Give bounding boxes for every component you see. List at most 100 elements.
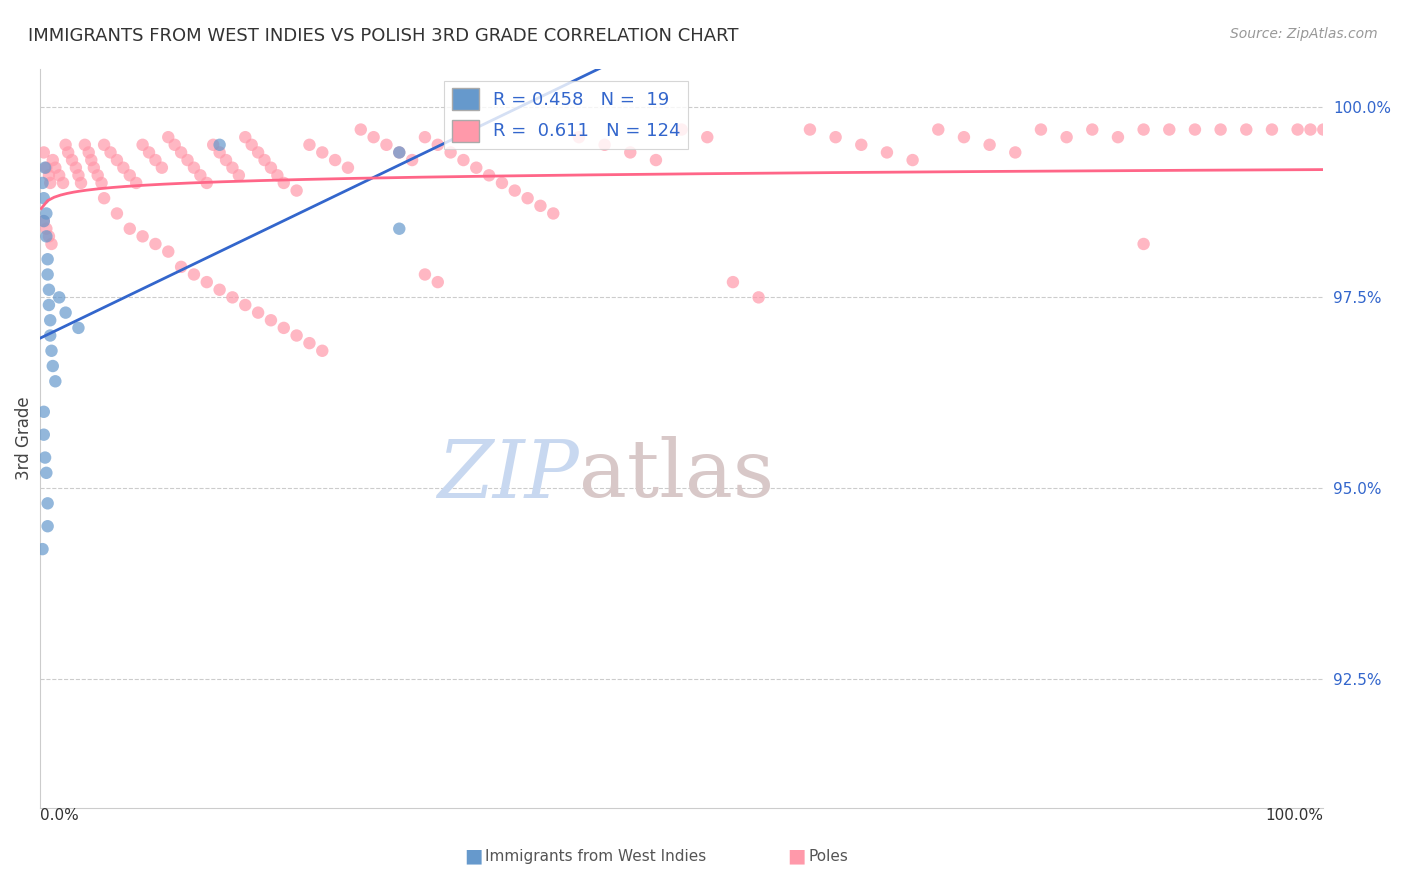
- Point: [70, 176, 93, 190]
- Point: [298, 137, 321, 152]
- Point: [208, 145, 231, 160]
- Point: [38, 169, 60, 183]
- Point: [413, 130, 436, 145]
- Point: [37, 496, 59, 510]
- Point: [413, 268, 436, 282]
- Point: [157, 244, 180, 259]
- Point: [73, 137, 96, 152]
- Point: [1299, 122, 1322, 136]
- Point: [32, 214, 55, 228]
- Point: [86, 169, 108, 183]
- Point: [60, 153, 83, 167]
- Point: [163, 137, 186, 152]
- Point: [1184, 122, 1206, 136]
- Point: [31, 542, 53, 557]
- Point: [979, 137, 1001, 152]
- Point: [215, 153, 238, 167]
- Point: [195, 176, 218, 190]
- Text: 0.0%: 0.0%: [39, 808, 79, 823]
- Point: [253, 153, 276, 167]
- Point: [516, 191, 538, 205]
- Point: [233, 130, 256, 145]
- Point: [38, 298, 60, 312]
- Point: [32, 405, 55, 419]
- Point: [1107, 130, 1129, 145]
- Point: [38, 229, 60, 244]
- Point: [65, 161, 87, 175]
- Point: [190, 169, 212, 183]
- Point: [83, 161, 105, 175]
- Point: [39, 313, 62, 327]
- Point: [388, 221, 411, 235]
- Point: [93, 137, 115, 152]
- Point: [35, 229, 58, 244]
- Point: [131, 229, 153, 244]
- Point: [31, 176, 53, 190]
- Point: [37, 268, 59, 282]
- Point: [170, 260, 193, 274]
- Point: [285, 328, 308, 343]
- Point: [112, 161, 135, 175]
- Point: [543, 206, 565, 220]
- Point: [491, 176, 513, 190]
- Point: [1004, 145, 1026, 160]
- Point: [1286, 122, 1309, 136]
- Text: ■: ■: [464, 847, 482, 866]
- Point: [221, 290, 243, 304]
- Point: [32, 191, 55, 205]
- Point: [247, 305, 270, 319]
- Point: [619, 145, 641, 160]
- Point: [323, 153, 346, 167]
- Point: [350, 122, 373, 136]
- Point: [851, 137, 873, 152]
- Point: [157, 130, 180, 145]
- Point: [375, 137, 398, 152]
- Point: [100, 145, 122, 160]
- Point: [593, 137, 616, 152]
- Point: [176, 153, 198, 167]
- Point: [32, 145, 55, 160]
- Point: [105, 153, 128, 167]
- Point: [465, 161, 488, 175]
- Point: [285, 184, 308, 198]
- Point: [93, 191, 115, 205]
- Point: [1159, 122, 1181, 136]
- Point: [37, 519, 59, 533]
- Point: [150, 161, 173, 175]
- Point: [221, 161, 243, 175]
- Point: [125, 176, 148, 190]
- Point: [927, 122, 949, 136]
- Point: [228, 169, 250, 183]
- Point: [311, 343, 333, 358]
- Point: [55, 137, 77, 152]
- Point: [41, 237, 63, 252]
- Point: [80, 153, 103, 167]
- Text: atlas: atlas: [579, 436, 775, 515]
- Text: Immigrants from West Indies: Immigrants from West Indies: [485, 849, 706, 863]
- Point: [35, 161, 58, 175]
- Point: [439, 145, 461, 160]
- Point: [260, 313, 283, 327]
- Point: [195, 275, 218, 289]
- Point: [145, 153, 167, 167]
- Point: [363, 130, 385, 145]
- Point: [138, 145, 160, 160]
- Point: [48, 290, 70, 304]
- Point: [90, 176, 112, 190]
- Point: [202, 137, 225, 152]
- Point: [901, 153, 924, 167]
- Point: [1081, 122, 1104, 136]
- Point: [39, 328, 62, 343]
- Point: [44, 161, 66, 175]
- Point: [37, 252, 59, 267]
- Point: [298, 336, 321, 351]
- Point: [266, 169, 288, 183]
- Point: [131, 137, 153, 152]
- Text: IMMIGRANTS FROM WEST INDIES VS POLISH 3RD GRADE CORRELATION CHART: IMMIGRANTS FROM WEST INDIES VS POLISH 3R…: [28, 27, 738, 45]
- Point: [671, 122, 693, 136]
- Text: Source: ZipAtlas.com: Source: ZipAtlas.com: [1230, 27, 1378, 41]
- Point: [67, 321, 90, 335]
- Point: [32, 214, 55, 228]
- Point: [1234, 122, 1257, 136]
- Point: [336, 161, 359, 175]
